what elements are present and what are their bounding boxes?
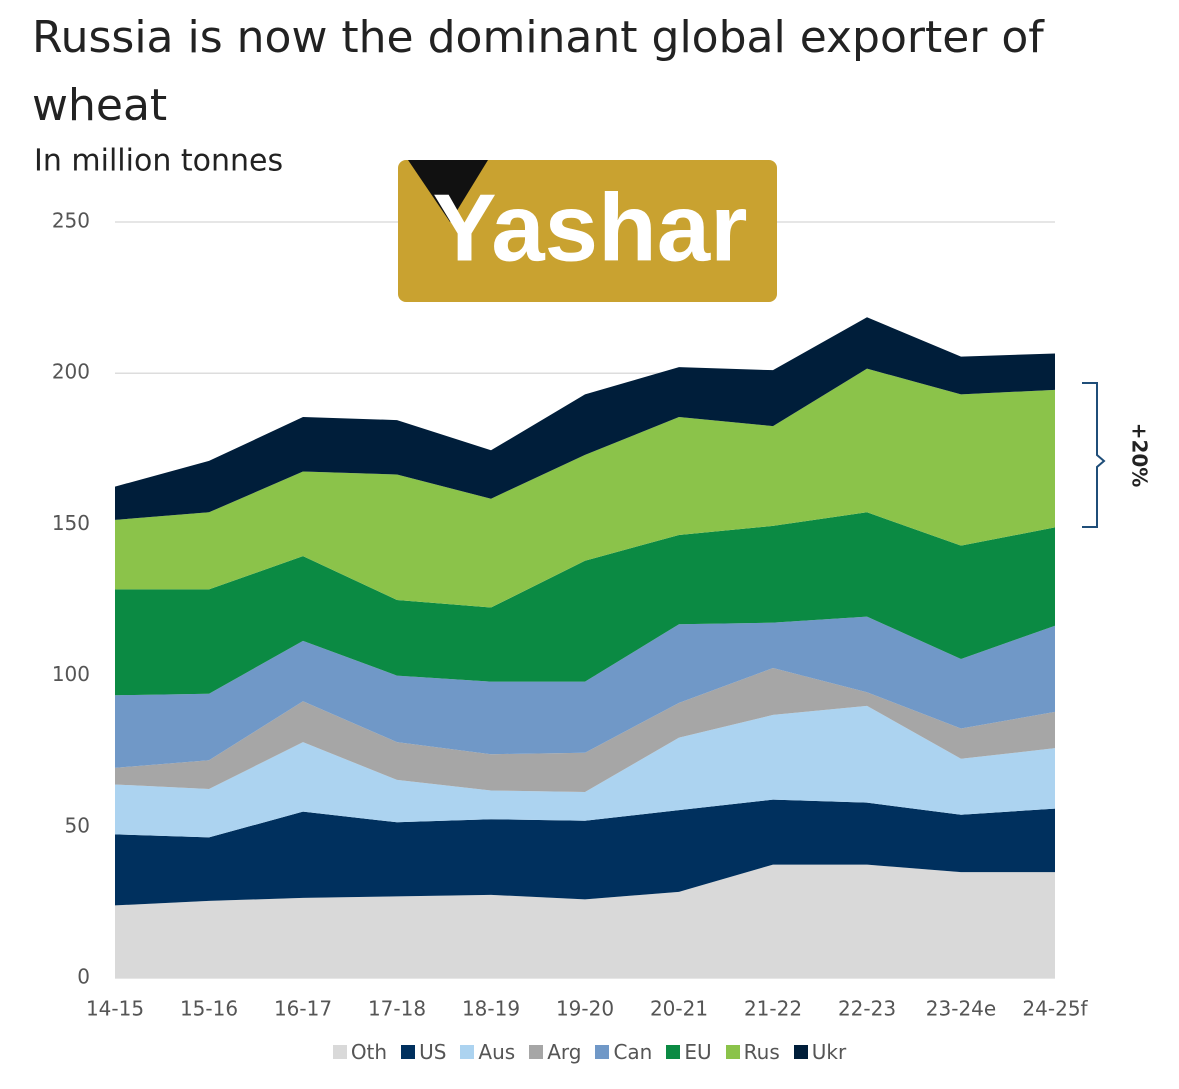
legend-item: Arg xyxy=(529,1040,581,1064)
legend-label: Rus xyxy=(743,1040,780,1064)
x-tick-label: 14-15 xyxy=(86,997,144,1021)
legend-label: Can xyxy=(613,1040,653,1064)
legend-swatch xyxy=(529,1045,544,1059)
legend-swatch xyxy=(793,1045,808,1059)
legend-label: EU xyxy=(684,1040,712,1064)
area xyxy=(115,317,1055,520)
x-tick-label: 24-25f xyxy=(1022,997,1088,1021)
legend-item: Oth xyxy=(332,1040,388,1064)
legend-item: Can xyxy=(595,1040,652,1064)
bracket xyxy=(1082,382,1106,528)
area xyxy=(115,616,1055,768)
title-box: Russia is now the dominant global export… xyxy=(32,12,1044,131)
legend-label: Arg xyxy=(547,1040,582,1064)
y-tick-label: 50 xyxy=(65,813,90,837)
area xyxy=(115,668,1055,793)
x-tick-label: 18-19 xyxy=(462,997,520,1021)
legend-swatch xyxy=(666,1045,681,1059)
chart: Russia is now the dominant global export… xyxy=(32,12,1152,1021)
logo-text: Yashar xyxy=(433,174,748,281)
legend-swatch xyxy=(401,1045,416,1059)
legend-item: Aus xyxy=(460,1040,515,1064)
y-tick-label: 250 xyxy=(52,209,90,233)
legend-swatch xyxy=(725,1045,740,1059)
legend: Oth US Aus Arg Can EU Rus Ukr xyxy=(0,1040,1179,1064)
x-tick-label: 17-18 xyxy=(368,997,426,1021)
x-tick-label: 20-21 xyxy=(650,997,708,1021)
area xyxy=(115,512,1055,696)
x-tick-label: 19-20 xyxy=(556,997,614,1021)
y-tick-label: 100 xyxy=(52,662,90,686)
legend-swatch xyxy=(460,1045,475,1059)
area xyxy=(115,705,1055,838)
legend-label: US xyxy=(419,1040,447,1064)
annotation: +20% xyxy=(1128,423,1152,488)
x-tick-label: 21-22 xyxy=(744,997,802,1021)
area xyxy=(115,864,1055,978)
x-tick-label: 16-17 xyxy=(274,997,332,1021)
logo-bg xyxy=(398,160,777,302)
legend-swatch xyxy=(595,1045,610,1059)
legend-label: Ukr xyxy=(811,1040,847,1064)
legend-swatch xyxy=(332,1045,347,1059)
chart-title: Russia is now the dominant global export… xyxy=(32,12,1044,131)
legend-item: EU xyxy=(666,1040,712,1064)
y-tick-label: 200 xyxy=(52,360,90,384)
legend-item: Rus xyxy=(725,1040,780,1064)
x-tick-label: 22-23 xyxy=(838,997,896,1021)
y-tick-label: 150 xyxy=(52,511,90,535)
legend-label: Oth xyxy=(350,1040,388,1064)
x-tick-label: 15-16 xyxy=(180,997,238,1021)
area xyxy=(115,799,1055,906)
area xyxy=(115,368,1055,608)
y-tick-label: 0 xyxy=(77,965,90,989)
legend-label: Aus xyxy=(478,1040,516,1064)
x-tick-label: 23-24e xyxy=(926,997,996,1021)
legend-item: US xyxy=(401,1040,446,1064)
logo: Yashar xyxy=(398,160,777,302)
logo-mark xyxy=(408,160,488,222)
legend-item: Ukr xyxy=(793,1040,847,1064)
chart-subtitle: In million tonnes xyxy=(34,144,283,179)
